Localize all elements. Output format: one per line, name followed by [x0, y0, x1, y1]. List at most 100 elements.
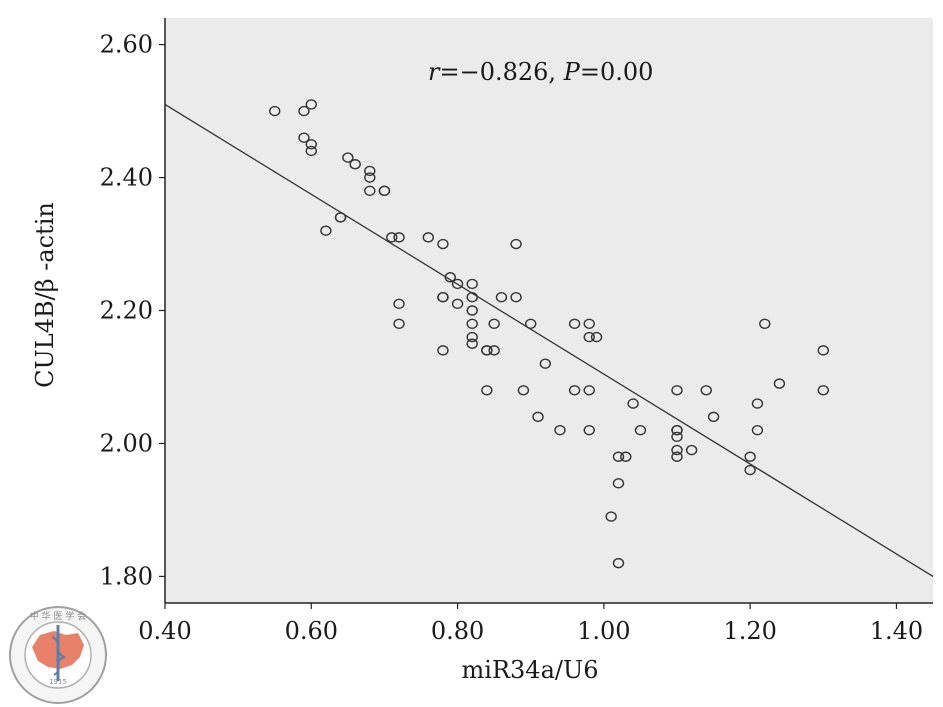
data-point [612, 557, 625, 569]
y-tick-label: 2.40 [100, 164, 153, 192]
data-point [305, 139, 317, 150]
data-point [466, 318, 478, 329]
data-point [817, 345, 829, 356]
data-point [671, 385, 683, 396]
data-point [568, 385, 581, 396]
data-point [759, 318, 771, 329]
data-point [481, 385, 493, 396]
svg-text:中 华 医 学 会: 中 华 医 学 会 [30, 610, 86, 622]
p-value: =0.00 [580, 58, 654, 86]
data-point [612, 451, 625, 462]
data-point [466, 305, 478, 316]
regression-line [164, 103, 934, 577]
data-point [510, 292, 522, 303]
y-tick-label: 2.00 [100, 429, 153, 457]
data-point [298, 132, 310, 143]
data-point [554, 424, 566, 436]
data-point [671, 431, 683, 443]
cma-logo: 中 华 医 学 会 1915 [9, 606, 107, 704]
x-tick-label: 0.80 [431, 617, 484, 645]
data-point [590, 331, 603, 343]
y-tick-label: 2.20 [100, 297, 153, 325]
data-point [583, 424, 595, 436]
data-point [466, 278, 478, 290]
data-point [466, 338, 478, 349]
data-point [422, 232, 435, 243]
data-point [517, 385, 530, 396]
r-symbol: r [428, 58, 441, 86]
data-point [437, 238, 449, 250]
svg-text:1915: 1915 [49, 678, 67, 686]
data-point [305, 145, 317, 157]
data-point [298, 105, 310, 117]
data-point [364, 185, 376, 197]
x-tick-label: 1.40 [870, 617, 923, 645]
plot-area [165, 18, 933, 603]
data-point [627, 398, 639, 409]
data-point [437, 345, 449, 356]
r-value: =−0.826, [439, 58, 563, 86]
data-point [605, 511, 617, 522]
data-point [364, 172, 376, 183]
data-point [495, 292, 508, 303]
data-point [342, 152, 354, 163]
data-point [444, 272, 456, 283]
data-point [583, 318, 595, 329]
data-point [671, 424, 683, 436]
data-point [269, 105, 281, 117]
data-point [671, 451, 683, 462]
x-tick-label: 0.40 [138, 617, 191, 645]
data-point [744, 451, 756, 462]
data-point [488, 318, 500, 329]
data-point [634, 424, 647, 436]
data-point [568, 318, 581, 329]
data-point [773, 378, 786, 389]
y-tick-label: 2.60 [100, 31, 153, 59]
data-point [539, 358, 552, 369]
x-tick-label: 1.20 [723, 617, 776, 645]
data-point [393, 318, 405, 329]
p-symbol: P [563, 58, 581, 86]
data-point [349, 159, 361, 170]
data-point [364, 165, 376, 177]
data-point [451, 278, 464, 290]
data-point [744, 464, 756, 476]
data-point [583, 331, 595, 343]
correlation-annotation: r=−0.826, P=0.00 [428, 58, 653, 86]
y-axis-title: CUL4B/β -actin [31, 202, 59, 388]
x-tick-label: 1.00 [577, 617, 630, 645]
x-tick-label: 0.60 [285, 617, 338, 645]
data-point [671, 444, 683, 456]
x-axis-title: miR34a/U6 [462, 656, 599, 684]
y-tick-label: 1.80 [100, 562, 153, 590]
data-point [751, 424, 764, 436]
data-point [751, 398, 764, 409]
y-axis-ticks: 1.80 2.00 2.20 2.40 2.60 [100, 31, 165, 590]
data-point [305, 99, 317, 110]
data-points [269, 99, 829, 569]
data-point [378, 185, 391, 197]
data-point [510, 238, 522, 250]
data-point [532, 411, 544, 423]
data-point [451, 298, 464, 310]
data-point [466, 292, 478, 303]
data-point [700, 385, 712, 396]
data-point [583, 385, 595, 396]
data-point [612, 478, 625, 489]
data-point [488, 345, 500, 356]
data-point [685, 444, 698, 456]
fit-line-group [164, 103, 934, 577]
data-point [393, 232, 405, 243]
data-point [393, 298, 405, 310]
data-point [437, 292, 449, 303]
data-point [817, 385, 829, 396]
data-point [707, 411, 720, 423]
data-point [620, 451, 632, 462]
data-point [386, 232, 398, 243]
data-point [481, 345, 493, 356]
data-point [525, 318, 537, 329]
data-point [334, 212, 347, 223]
x-axis-ticks: 0.40 0.60 0.80 1.00 1.20 1.40 [138, 603, 923, 645]
data-point [466, 331, 478, 343]
